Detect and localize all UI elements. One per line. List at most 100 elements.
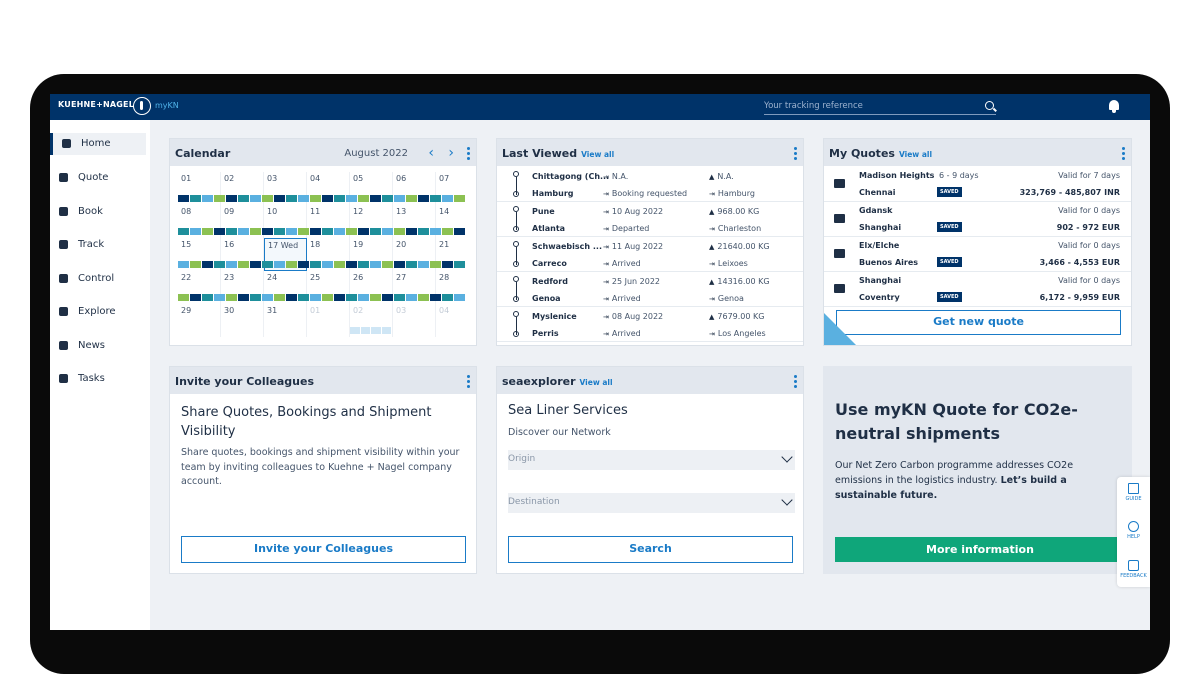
calendar-event-segment[interactable] bbox=[226, 228, 237, 235]
calendar-event-segment[interactable] bbox=[226, 294, 237, 301]
calendar-day[interactable]: 08 bbox=[178, 205, 221, 238]
list-item[interactable]: Pune ⇥ 10 Aug 2022 ▲ 968.00 KG Atlanta ⇥ Depart… bbox=[497, 202, 803, 237]
calendar-day[interactable]: 10 bbox=[264, 205, 307, 238]
calendar-day[interactable]: 04 bbox=[307, 172, 350, 205]
calendar-event-segment[interactable] bbox=[310, 195, 321, 202]
bell-icon[interactable] bbox=[1108, 99, 1120, 113]
get-new-quote-button[interactable]: Get new quote bbox=[836, 310, 1121, 335]
calendar-day[interactable]: 02 bbox=[221, 172, 264, 205]
calendar-event-segment[interactable] bbox=[202, 294, 213, 301]
calendar-event-segment[interactable] bbox=[418, 195, 429, 202]
calendar-event-segment[interactable] bbox=[262, 261, 273, 268]
calendar-event-segment[interactable] bbox=[454, 228, 465, 235]
more-icon[interactable] bbox=[794, 375, 797, 388]
calendar-event-segment[interactable] bbox=[190, 195, 201, 202]
calendar-event-segment[interactable] bbox=[286, 294, 297, 301]
calendar-event-segment[interactable] bbox=[406, 195, 417, 202]
calendar-event-segment[interactable] bbox=[190, 261, 201, 268]
calendar-event-segment[interactable] bbox=[262, 195, 273, 202]
calendar-day[interactable]: 01 bbox=[178, 172, 221, 205]
view-all-link[interactable]: View all bbox=[898, 150, 933, 159]
calendar-event-segment[interactable] bbox=[202, 195, 213, 202]
sidebar-item-tasks[interactable]: Tasks bbox=[50, 368, 146, 390]
calendar-day[interactable]: 07 bbox=[436, 172, 479, 205]
calendar-event-segment[interactable] bbox=[442, 195, 453, 202]
calendar-event-segment[interactable] bbox=[346, 294, 357, 301]
invite-colleagues-button[interactable]: Invite your Colleagues bbox=[181, 536, 466, 563]
calendar-event-segment[interactable] bbox=[250, 261, 261, 268]
calendar-day[interactable]: 14 bbox=[436, 205, 479, 238]
calendar-day[interactable]: 24 bbox=[264, 271, 307, 304]
calendar-event-segment[interactable] bbox=[178, 294, 189, 301]
calendar-day[interactable]: 20 bbox=[393, 238, 436, 271]
destination-select[interactable]: Destination bbox=[508, 493, 795, 513]
calendar-event-segment[interactable] bbox=[406, 294, 417, 301]
chevron-left-icon[interactable]: ‹ bbox=[428, 145, 434, 161]
calendar-event-segment[interactable] bbox=[238, 195, 249, 202]
calendar-day[interactable]: 11 bbox=[307, 205, 350, 238]
calendar-day[interactable]: 26 bbox=[350, 271, 393, 304]
calendar-event-segment[interactable] bbox=[394, 195, 405, 202]
calendar-event-bar[interactable] bbox=[178, 195, 468, 202]
calendar-event-segment[interactable] bbox=[346, 195, 357, 202]
list-item[interactable]: Myslenice ⇥ 08 Aug 2022 ▲ 7679.00 KG Perris ⇥ A… bbox=[497, 307, 803, 342]
more-icon[interactable] bbox=[467, 375, 470, 388]
sidebar-item-explore[interactable]: Explore bbox=[50, 301, 146, 323]
calendar-event-segment[interactable] bbox=[358, 195, 369, 202]
calendar-event-segment[interactable] bbox=[346, 228, 357, 235]
calendar-day[interactable]: 18 bbox=[307, 238, 350, 271]
calendar-event-segment[interactable] bbox=[382, 195, 393, 202]
calendar-event-segment[interactable] bbox=[430, 261, 441, 268]
calendar-event-segment[interactable] bbox=[238, 261, 249, 268]
calendar-event-segment[interactable] bbox=[394, 228, 405, 235]
calendar-event-segment[interactable] bbox=[454, 261, 465, 268]
calendar-event-segment[interactable] bbox=[346, 261, 357, 268]
calendar-day[interactable]: 22 bbox=[178, 271, 221, 304]
calendar-event-segment[interactable] bbox=[442, 261, 453, 268]
calendar-event-segment[interactable] bbox=[250, 228, 261, 235]
calendar-event-segment[interactable] bbox=[298, 228, 309, 235]
calendar-event-segment[interactable] bbox=[274, 228, 285, 235]
calendar-event-segment[interactable] bbox=[310, 228, 321, 235]
calendar-event-segment[interactable] bbox=[190, 228, 201, 235]
calendar-event-segment[interactable] bbox=[381, 327, 391, 334]
calendar-day[interactable]: 16 bbox=[221, 238, 264, 271]
calendar-event-segment[interactable] bbox=[442, 228, 453, 235]
origin-select[interactable]: Origin bbox=[508, 450, 795, 470]
calendar-event-segment[interactable] bbox=[238, 228, 249, 235]
calendar-day[interactable]: 21 bbox=[436, 238, 479, 271]
calendar-event-segment[interactable] bbox=[250, 294, 261, 301]
calendar-event-bar[interactable] bbox=[178, 228, 468, 235]
calendar-event-segment[interactable] bbox=[274, 294, 285, 301]
settings-corner-icon[interactable] bbox=[824, 313, 856, 345]
calendar-event-segment[interactable] bbox=[286, 228, 297, 235]
calendar-event-segment[interactable] bbox=[334, 261, 345, 268]
view-all-link[interactable]: View all bbox=[581, 150, 615, 159]
calendar-event-segment[interactable] bbox=[262, 294, 273, 301]
chevron-right-icon[interactable]: › bbox=[448, 145, 454, 161]
calendar-event-segment[interactable] bbox=[214, 195, 225, 202]
quote-row[interactable]: Elx/Elche Buenos Aires SAVED Valid for 0 da… bbox=[824, 237, 1131, 272]
calendar-event-segment[interactable] bbox=[350, 327, 360, 334]
calendar-event-segment[interactable] bbox=[370, 195, 381, 202]
calendar-event-segment[interactable] bbox=[298, 195, 309, 202]
calendar-event-segment[interactable] bbox=[334, 228, 345, 235]
calendar-event-segment[interactable] bbox=[298, 261, 309, 268]
more-icon[interactable] bbox=[794, 147, 797, 160]
list-item[interactable]: Schwaebisch ... ⇥ 11 Aug 2022 ▲ 21640.00 KG C… bbox=[497, 237, 803, 272]
calendar-event-segment[interactable] bbox=[262, 228, 273, 235]
calendar-event-segment[interactable] bbox=[430, 195, 441, 202]
calendar-day[interactable]: 12 bbox=[350, 205, 393, 238]
calendar-day[interactable]: 28 bbox=[436, 271, 479, 304]
calendar-day[interactable]: 31 bbox=[264, 304, 307, 337]
calendar-event-segment[interactable] bbox=[226, 261, 237, 268]
tracking-search-input[interactable]: Your tracking reference bbox=[764, 101, 996, 115]
calendar-event-segment[interactable] bbox=[430, 294, 441, 301]
calendar-event-segment[interactable] bbox=[418, 294, 429, 301]
calendar-event-segment[interactable] bbox=[406, 228, 417, 235]
calendar-event-segment[interactable] bbox=[334, 195, 345, 202]
calendar-event-segment[interactable] bbox=[418, 228, 429, 235]
more-icon[interactable] bbox=[1122, 147, 1125, 160]
calendar-event-segment[interactable] bbox=[322, 195, 333, 202]
quote-row[interactable]: Gdansk Shanghai SAVED Valid for 0 days 902 -… bbox=[824, 202, 1131, 237]
